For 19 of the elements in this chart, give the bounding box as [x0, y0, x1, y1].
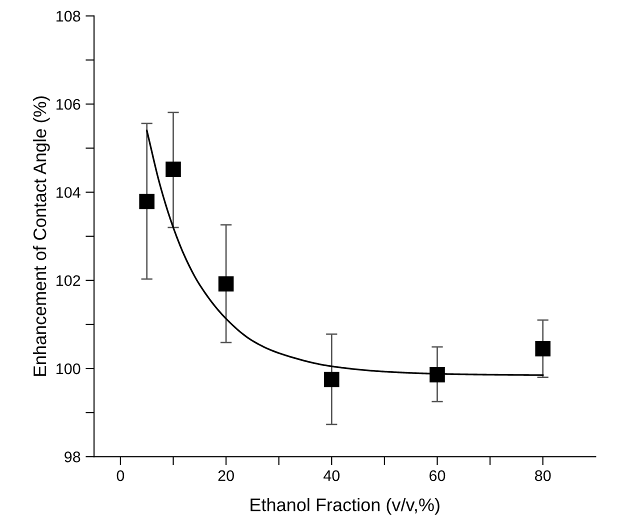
- point: [139, 194, 154, 210]
- y-tick-label: 102: [56, 275, 80, 286]
- x-axis-title: Ethanol Fraction (v/v,%): [250, 498, 440, 515]
- y-tick-label: 108: [56, 10, 80, 22]
- y-tick-label: 104: [56, 187, 80, 198]
- x-tick-label: 20: [218, 470, 234, 482]
- x-tick-label: 0: [116, 470, 124, 482]
- point: [218, 276, 234, 292]
- y-tick-label: 106: [56, 98, 80, 110]
- point: [166, 162, 181, 177]
- point: [324, 372, 340, 388]
- x-tick-label: 60: [430, 470, 446, 482]
- y-axis-title: Enhancement of Contact Angle (%): [32, 96, 50, 376]
- y-tick-label: 98: [64, 452, 80, 462]
- point: [430, 367, 445, 382]
- x-tick-label: 80: [535, 470, 551, 482]
- point: [535, 341, 550, 356]
- x-tick-label: 40: [324, 470, 340, 482]
- y-tick-label: 100: [56, 363, 80, 374]
